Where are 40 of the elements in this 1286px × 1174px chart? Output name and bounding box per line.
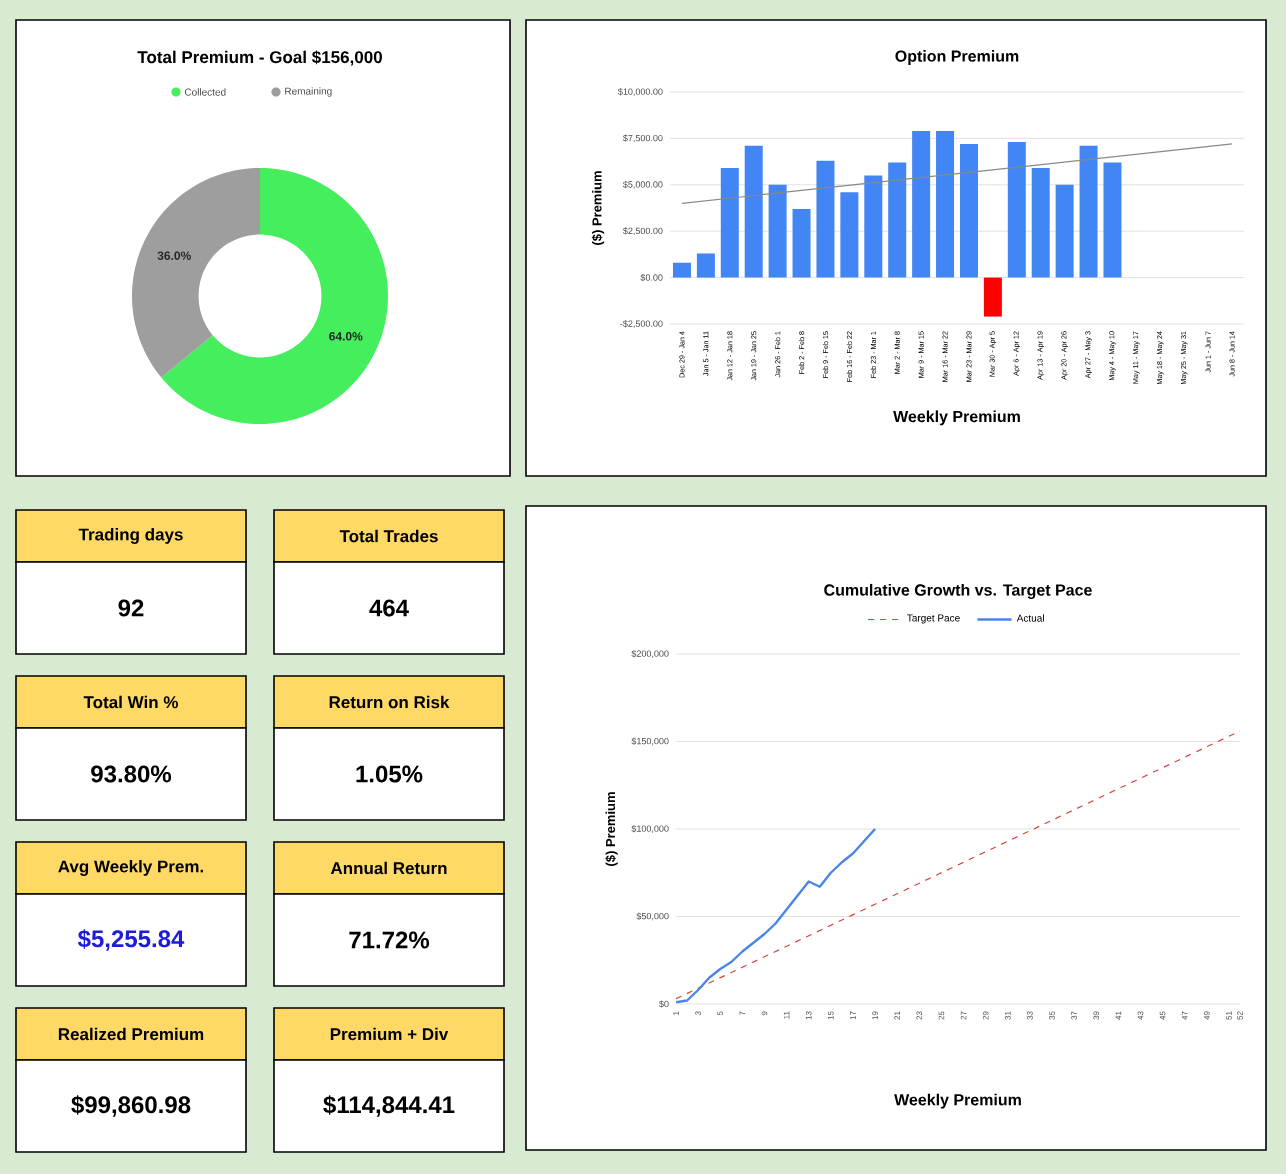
x-axis-title: Weekly Premium	[894, 1093, 1021, 1109]
bar	[1103, 162, 1122, 278]
chart-title: Option Premium	[895, 50, 1019, 65]
text: $99,860.98	[71, 1095, 191, 1117]
bar	[816, 160, 835, 278]
bar	[1079, 145, 1098, 278]
text: $114,844.41	[323, 1095, 455, 1117]
bar	[864, 175, 883, 278]
bar	[912, 130, 931, 278]
text: Return on Risk	[329, 695, 450, 709]
text: Total Trades	[339, 529, 438, 543]
bar	[696, 253, 715, 278]
bar	[888, 162, 907, 278]
chart-title: Total Premium - Goal $156,000	[137, 50, 382, 66]
bar	[792, 208, 811, 278]
bar	[936, 130, 955, 278]
bar	[672, 262, 691, 278]
text: 93.80%	[91, 765, 172, 783]
text: 71.72%	[349, 931, 430, 949]
bar	[720, 168, 739, 278]
x-axis-title: Weekly Premium	[893, 410, 1020, 426]
text: 1.05%	[356, 765, 423, 783]
text: 464	[369, 599, 409, 617]
chart-title: Cumulative Growth vs. Target Pace	[824, 583, 1092, 599]
text: Trading days	[78, 528, 183, 544]
text: $5,255.84	[77, 929, 185, 951]
bar	[840, 192, 859, 278]
bar	[1007, 142, 1026, 278]
text: Total Win %	[83, 695, 179, 709]
bar	[744, 145, 763, 278]
text: Avg Weekly Prem.	[58, 860, 204, 876]
text: Annual Return	[330, 861, 447, 875]
bar	[768, 184, 787, 278]
text: Realized Premium	[58, 1027, 204, 1041]
bar	[983, 277, 1002, 317]
text: Premium + Div	[330, 1027, 449, 1041]
bar	[1031, 168, 1050, 278]
bar	[1055, 184, 1074, 278]
text: 92	[118, 599, 144, 617]
bar	[959, 143, 978, 278]
